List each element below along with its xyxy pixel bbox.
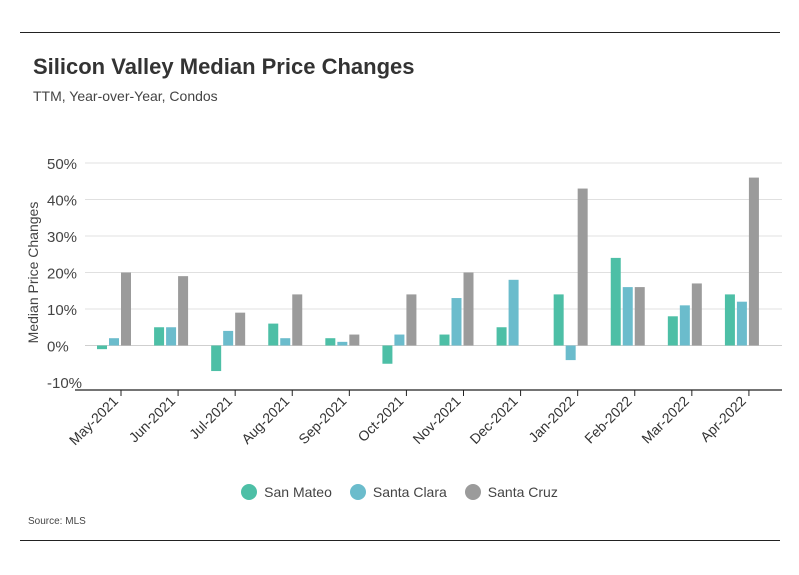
bar-santa-cruz-mar-2022 (691, 283, 702, 346)
bar-san-mateo-aug-2021 (268, 323, 279, 346)
x-tick-label-aug-2021: Aug-2021 (238, 393, 292, 447)
x-tick-label-sep-2021: Sep-2021 (295, 393, 349, 447)
bar-san-mateo-mar-2022 (667, 316, 678, 346)
legend-label: San Mateo (264, 484, 332, 500)
chart-title: Silicon Valley Median Price Changes (33, 54, 415, 79)
bar-santa-cruz-jun-2021 (178, 276, 189, 346)
bar-santa-clara-mar-2022 (679, 305, 690, 346)
source-note: Source: MLS (28, 516, 86, 527)
chart-subtitle: TTM, Year-over-Year, Condos (33, 88, 218, 104)
bar-santa-cruz-apr-2022 (748, 177, 759, 346)
bar-santa-cruz-jan-2022 (577, 188, 588, 346)
bar-san-mateo-jul-2021 (211, 345, 222, 372)
bar-santa-clara-feb-2022 (622, 287, 633, 346)
x-tick-label-may-2021: May-2021 (66, 393, 121, 448)
x-tick-label-jan-2022: Jan-2022 (525, 393, 578, 446)
legend-swatch (349, 484, 366, 500)
bar-san-mateo-jan-2022 (553, 294, 564, 346)
y-tick-label: 40% (47, 193, 77, 210)
bar-santa-cruz-jul-2021 (235, 312, 246, 346)
y-tick-label: 50% (47, 156, 77, 173)
bottom-rule (20, 540, 780, 541)
bar-santa-clara-dec-2021 (508, 279, 519, 346)
y-tick-label: 10% (47, 302, 77, 319)
bar-santa-cruz-may-2021 (121, 272, 131, 346)
bar-santa-clara-aug-2021 (280, 338, 291, 346)
x-tick-label-apr-2022: Apr-2022 (697, 393, 749, 445)
y-tick-label: 30% (47, 229, 77, 246)
y-axis-title: Median Price Changes (25, 202, 41, 344)
x-tick-label-jul-2021: Jul-2021 (186, 393, 235, 442)
bar-santa-cruz-feb-2022 (634, 287, 645, 346)
legend-item-santa-clara: Santa Clara (349, 484, 447, 500)
bar-san-mateo-oct-2021 (382, 345, 393, 364)
x-tick-label-nov-2021: Nov-2021 (409, 393, 463, 447)
x-tick-label-oct-2021: Oct-2021 (354, 393, 406, 445)
legend-swatch (241, 484, 258, 500)
x-tick-label-feb-2022: Feb-2022 (581, 393, 635, 447)
bar-san-mateo-sep-2021 (325, 338, 336, 346)
bar-san-mateo-dec-2021 (496, 327, 507, 346)
x-tick-label-mar-2022: Mar-2022 (638, 393, 692, 447)
legend-swatch (464, 484, 481, 500)
chart-legend: San Mateo Santa Clara Santa Cruz (0, 484, 799, 500)
y-tick-label: 0% (47, 339, 69, 356)
x-tick-label-dec-2021: Dec-2021 (466, 393, 520, 447)
top-rule (20, 32, 780, 33)
bar-santa-clara-may-2021 (109, 338, 119, 346)
bar-san-mateo-may-2021 (97, 345, 107, 350)
legend-item-san-mateo: San Mateo (241, 484, 332, 500)
bar-santa-clara-nov-2021 (451, 298, 462, 346)
bar-santa-cruz-sep-2021 (349, 334, 360, 346)
bar-santa-clara-jun-2021 (166, 327, 177, 346)
bar-san-mateo-nov-2021 (439, 334, 450, 346)
bar-santa-clara-apr-2022 (736, 301, 747, 346)
legend-label: Santa Cruz (487, 484, 558, 500)
legend-label: Santa Clara (372, 484, 447, 500)
bar-san-mateo-apr-2022 (724, 294, 735, 346)
legend-item-santa-cruz: Santa Cruz (464, 484, 558, 500)
bar-santa-clara-oct-2021 (394, 334, 405, 346)
y-tick-label: 20% (47, 266, 77, 283)
y-tick-label: -10% (47, 375, 82, 392)
x-tick-label-jun-2021: Jun-2021 (126, 393, 179, 446)
bar-santa-clara-sep-2021 (337, 341, 348, 346)
bar-santa-cruz-oct-2021 (406, 294, 417, 346)
bar-san-mateo-jun-2021 (154, 327, 165, 346)
bar-santa-clara-jan-2022 (565, 345, 576, 361)
bar-santa-cruz-nov-2021 (463, 272, 474, 346)
bar-santa-clara-jul-2021 (223, 330, 234, 346)
bar-san-mateo-feb-2022 (610, 257, 621, 346)
bar-santa-cruz-aug-2021 (292, 294, 303, 346)
